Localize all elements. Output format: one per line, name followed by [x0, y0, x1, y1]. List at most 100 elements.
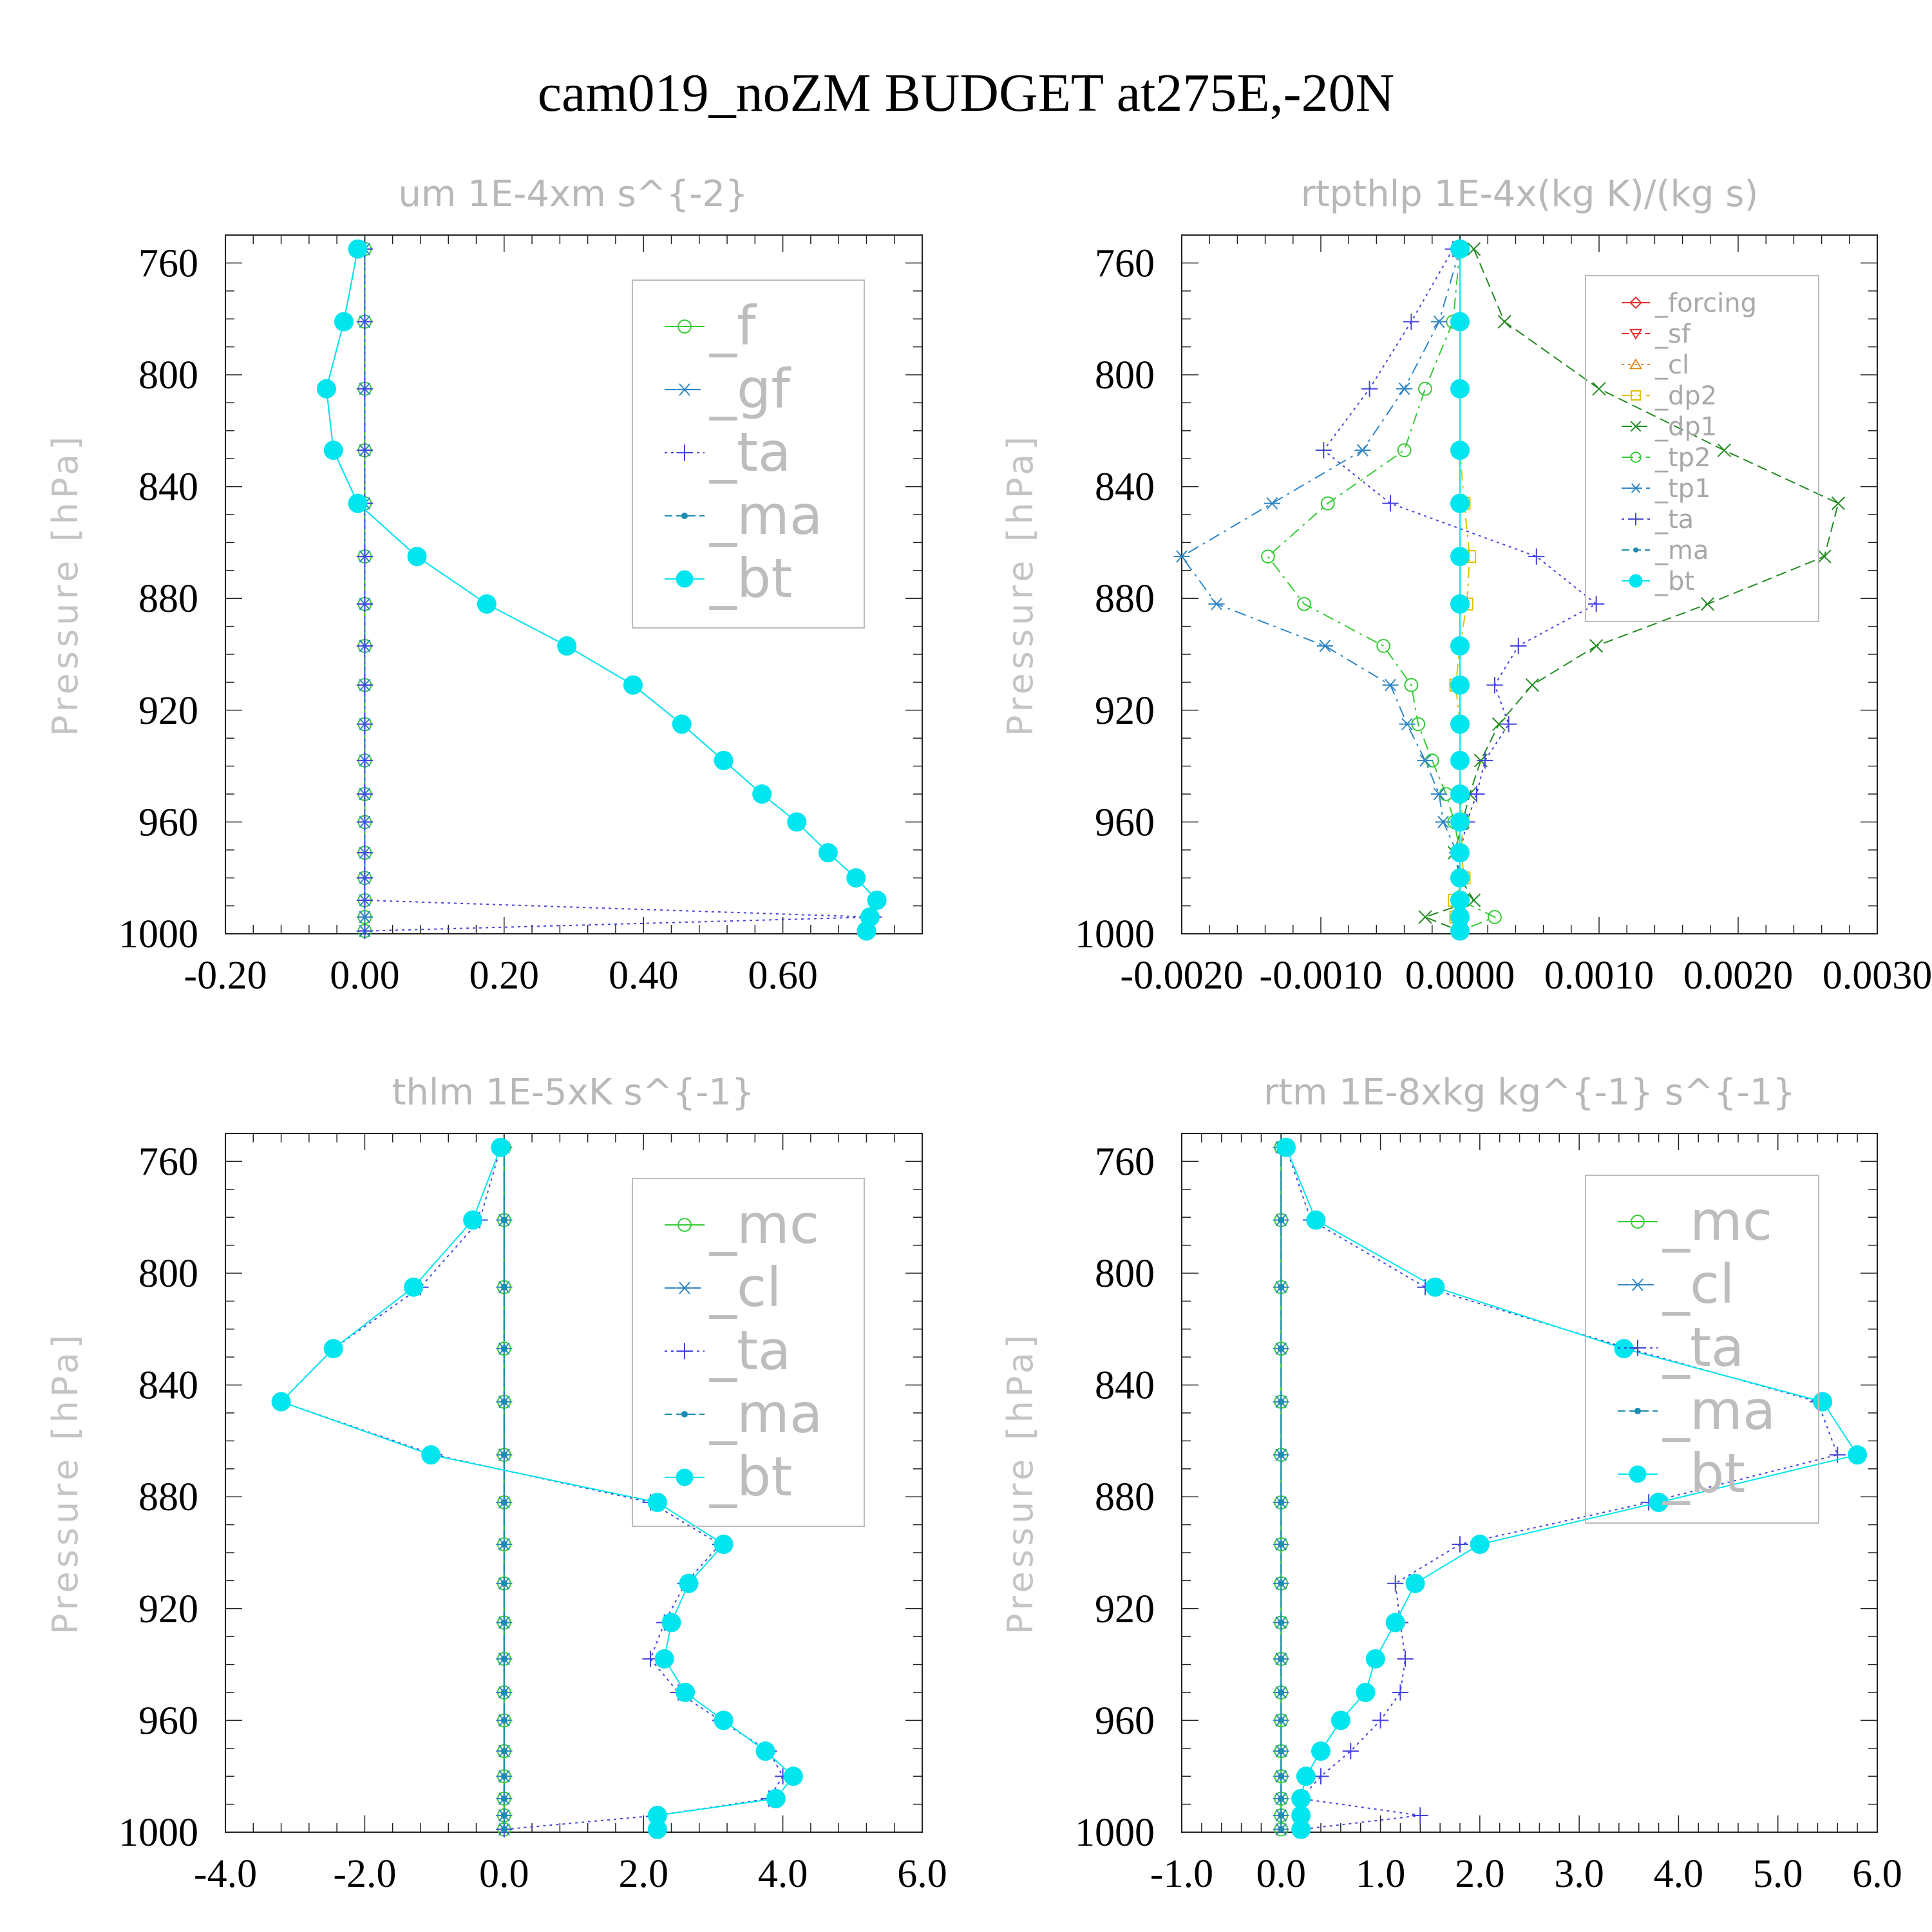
data-point — [1278, 1773, 1285, 1780]
legend-item: _forcing — [1622, 289, 1757, 318]
marker-shape — [1208, 598, 1225, 611]
data-point — [1418, 381, 1432, 396]
y-tick-label: 1000 — [118, 913, 198, 956]
data-point — [1435, 815, 1452, 829]
marker-shape — [1278, 1217, 1285, 1224]
legend-marker — [1629, 1465, 1647, 1483]
data-point — [661, 1613, 681, 1633]
data-point — [1291, 1819, 1311, 1839]
legend-marker — [681, 512, 688, 520]
legend-item: _sf — [1622, 319, 1691, 349]
data-point — [1208, 598, 1225, 611]
x-tick-label: 0.40 — [609, 954, 679, 998]
data-point — [1261, 549, 1275, 564]
marker-shape — [1320, 496, 1335, 511]
marker-shape — [500, 1826, 507, 1833]
series-ma — [500, 1144, 507, 1833]
y-tick-label: 840 — [138, 1364, 198, 1408]
legend: _f_gf_ta_ma_bt — [632, 279, 865, 629]
marker-shape — [1316, 639, 1334, 652]
data-point — [818, 843, 838, 863]
legend-label: _ta — [1662, 1316, 1744, 1379]
data-point — [356, 844, 373, 861]
marker-shape — [348, 239, 368, 259]
marker-shape — [356, 381, 373, 397]
data-point — [1450, 493, 1470, 513]
marker-shape — [1466, 242, 1481, 256]
legend-item: _bt — [665, 547, 792, 610]
legend-marker — [1629, 358, 1643, 370]
legend-marker — [1634, 1407, 1642, 1415]
data-point — [714, 1710, 734, 1730]
marker-shape — [323, 440, 343, 460]
marker-shape — [1631, 390, 1641, 401]
data-point — [1297, 596, 1311, 611]
series-ta — [356, 241, 882, 940]
legend-item: _ta — [665, 421, 791, 484]
marker-shape — [1306, 1210, 1326, 1230]
data-point — [463, 1210, 483, 1230]
plot-frame — [1181, 234, 1878, 934]
y-tick-label: 880 — [1095, 577, 1155, 621]
legend-item: _bt — [1622, 567, 1694, 596]
data-point — [1382, 495, 1399, 512]
marker-shape — [557, 636, 577, 656]
data-point — [1450, 675, 1470, 695]
series-bt — [271, 1137, 803, 1839]
marker-shape — [1403, 313, 1419, 330]
legend-item: _ta — [665, 1319, 791, 1382]
marker-shape — [857, 921, 876, 941]
marker-shape — [1291, 1805, 1311, 1825]
panel-title: rtpthlp 1E-4x(kg K)/(kg s) — [1301, 173, 1759, 215]
marker-shape — [1649, 1492, 1669, 1512]
data-point — [1452, 1536, 1468, 1553]
marker-shape — [1831, 497, 1846, 511]
legend-item: _ma — [665, 484, 822, 547]
legend-item: _mc — [665, 1193, 819, 1256]
x-tick-label: -0.0020 — [1120, 954, 1243, 998]
legend-marker — [1630, 451, 1642, 463]
legend-item: _tp1 — [1622, 474, 1711, 504]
marker-shape — [1418, 381, 1432, 396]
data-point — [1278, 1580, 1285, 1587]
data-point — [356, 596, 373, 612]
marker-shape — [1629, 328, 1643, 340]
data-point — [1331, 1710, 1350, 1730]
marker-shape — [1405, 1573, 1425, 1593]
legend-item: _f — [665, 294, 757, 357]
data-point — [1278, 1499, 1285, 1506]
marker-shape — [1477, 752, 1493, 769]
legend-label: _cl — [709, 1256, 782, 1319]
x-tick-label: 5.0 — [1753, 1852, 1803, 1896]
marker-shape — [676, 1468, 694, 1486]
data-point — [1592, 382, 1606, 396]
data-point — [500, 1499, 507, 1506]
marker-shape — [1633, 547, 1638, 553]
marker-shape — [1614, 1339, 1634, 1359]
marker-shape — [500, 1655, 507, 1662]
data-point — [1382, 679, 1399, 692]
legend-item: _bt — [665, 1445, 792, 1508]
marker-shape — [1634, 1407, 1642, 1415]
marker-shape — [1431, 315, 1448, 328]
rtm-panel: rtm 1E-8xkg kg^{-1} s^{-1} Pressure [hPa]… — [1000, 1072, 1902, 1896]
marker-shape — [1848, 1445, 1868, 1465]
marker-shape — [1264, 497, 1280, 510]
marker-shape — [356, 313, 373, 330]
marker-shape — [1297, 596, 1311, 611]
marker-shape — [1278, 1717, 1285, 1724]
data-point — [1528, 548, 1545, 565]
y-tick-label: 840 — [138, 466, 198, 509]
data-point — [500, 1795, 507, 1802]
data-point — [1589, 639, 1604, 653]
marker-shape — [1278, 1655, 1285, 1662]
legend-label: _ta — [709, 421, 791, 484]
data-point — [500, 1540, 507, 1548]
series-tp2 — [1261, 242, 1502, 938]
marker-shape — [1365, 1649, 1385, 1669]
data-point — [1315, 442, 1332, 459]
marker-shape — [1450, 636, 1470, 656]
data-point — [356, 911, 373, 923]
legend-item: _tp2 — [1622, 443, 1711, 473]
marker-shape — [1450, 868, 1470, 888]
